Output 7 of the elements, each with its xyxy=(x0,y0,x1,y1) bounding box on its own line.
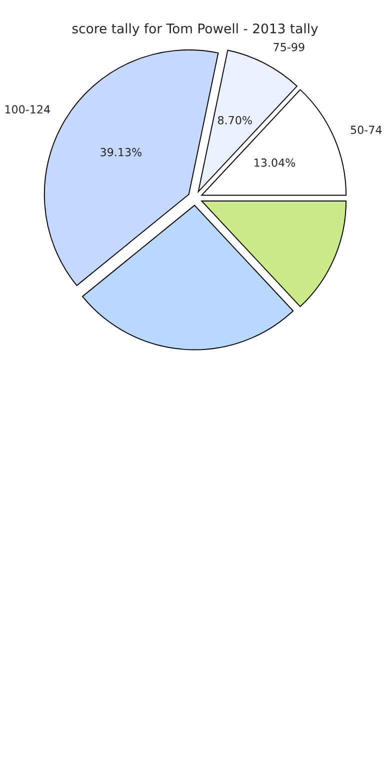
chart-title: score tally for Tom Powell - 2013 tally xyxy=(72,23,318,36)
slice-label: 100-124 xyxy=(5,105,50,114)
data-label: 39.13% xyxy=(100,148,142,156)
slice-label: 75-99 xyxy=(274,42,304,52)
data-label: 8.70% xyxy=(218,116,252,124)
slice-label: 50-74 xyxy=(350,126,382,134)
data-label: 13.04% xyxy=(254,158,296,167)
